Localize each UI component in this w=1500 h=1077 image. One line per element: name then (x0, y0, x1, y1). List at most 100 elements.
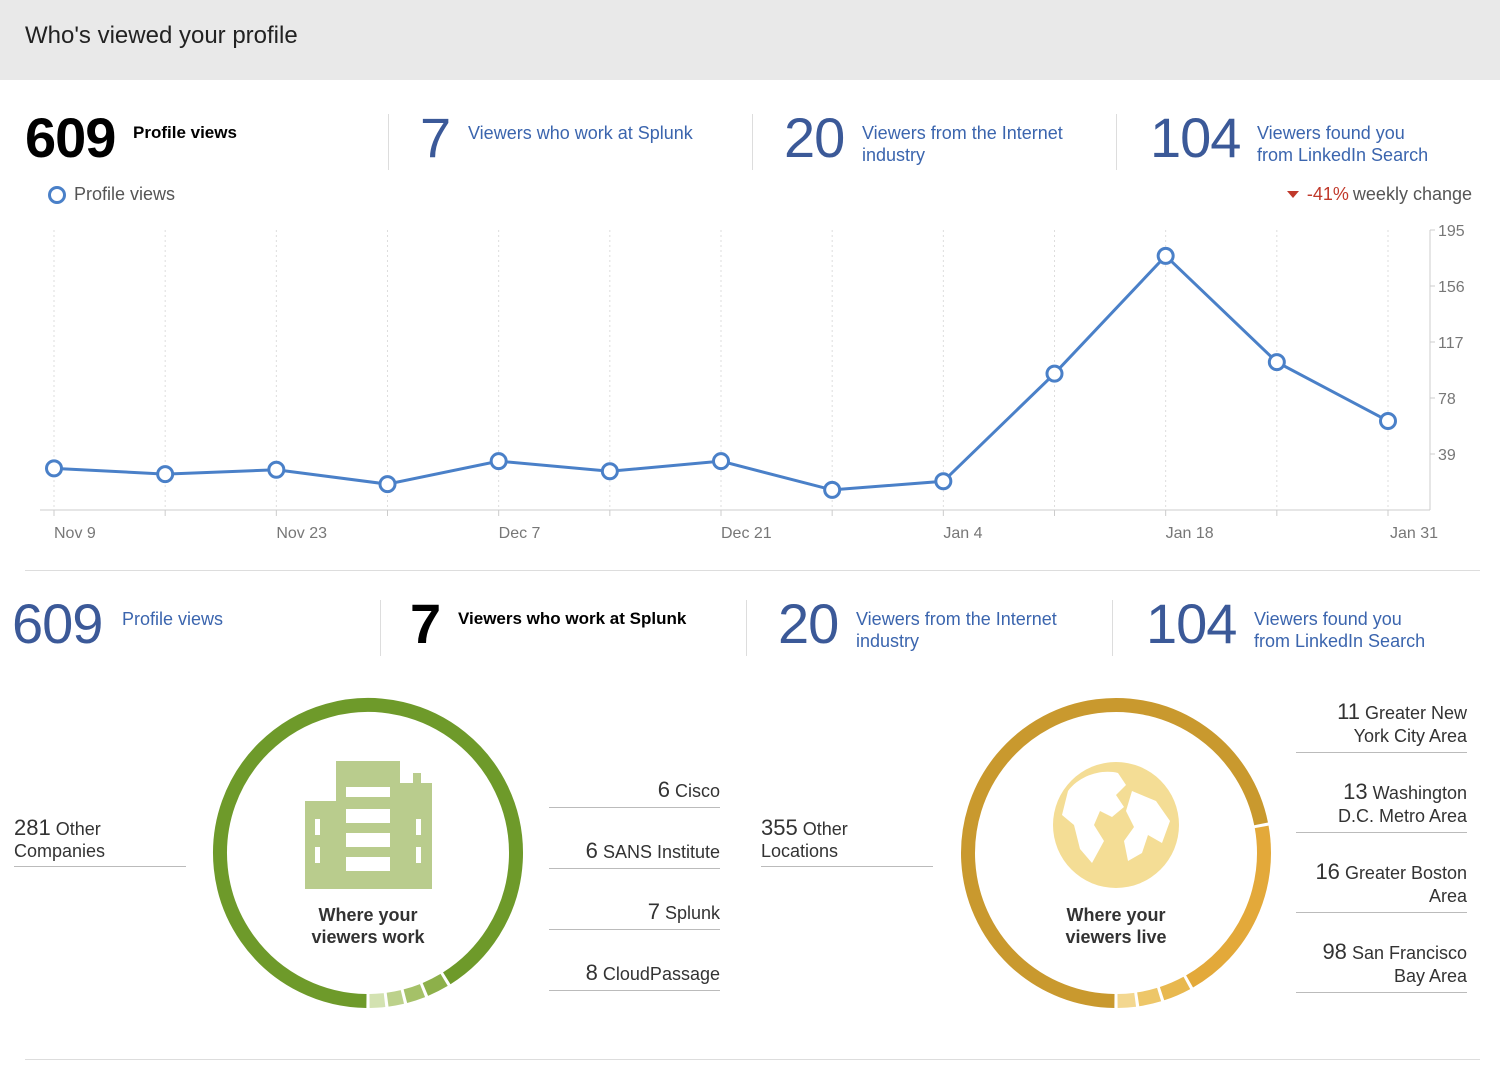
ring-title-line1: Where your (318, 905, 418, 925)
divider (1112, 600, 1113, 656)
work-ring-title: Where your viewers work (268, 904, 468, 948)
live-ring[interactable] (956, 693, 1276, 1013)
profile-views-chart: 39 78 117 156 195 Nov 9 Nov 23 Dec 7 Dec 21 Jan … (40, 223, 1465, 542)
work-ring-segment (422, 973, 448, 996)
underline (14, 866, 186, 867)
item-label-line2: York City Area (1353, 726, 1467, 746)
item-label-line2: Area (1428, 886, 1467, 906)
item-label: Washington (1372, 783, 1467, 803)
live-item-new-york[interactable]: 11 Greater New York City Area (1296, 700, 1467, 753)
work-item-cloudpassage[interactable]: 8 CloudPassage (549, 960, 720, 991)
page-header: Who's viewed your profile (0, 0, 1500, 80)
stat-number: 609 (12, 592, 103, 655)
stat-label-line2: from LinkedIn Search (1257, 145, 1429, 165)
item-label: Cisco (674, 781, 720, 801)
stat-label-line1: Viewers from the Internet (856, 609, 1057, 629)
stat-number: 7 (410, 592, 441, 655)
x-tick-label: Jan 18 (1166, 525, 1214, 542)
work-ring-segment (369, 993, 386, 1008)
item-count: 355 (761, 815, 798, 840)
live-ring-segment (1186, 825, 1271, 988)
item-label-line2: Companies (14, 841, 106, 861)
live-ring-segment (961, 698, 1268, 1008)
stat-number: 7 (420, 106, 451, 169)
divider (1116, 114, 1117, 170)
x-tick-label: Jan 4 (943, 525, 982, 542)
stat-label-line1: Viewers from the Internet (862, 123, 1063, 143)
live-ring-title: Where your viewers live (1016, 904, 1216, 948)
item-label-line2: D.C. Metro Area (1337, 806, 1467, 826)
item-count: 13 (1343, 779, 1368, 804)
live-ring-segment (1117, 992, 1137, 1008)
underline (1296, 912, 1467, 913)
y-tick-label: 78 (1438, 391, 1456, 408)
item-count: 281 (14, 815, 51, 840)
x-tick-label: Nov 9 (54, 525, 96, 542)
stat-label-line1: Viewers found you (1257, 123, 1405, 143)
stat-search-viewers[interactable]: 104 Viewers found you from LinkedIn Sear… (1150, 106, 1480, 174)
work-other-companies[interactable]: 281 Other Companies (14, 815, 186, 867)
stat-label: Profile views (122, 609, 224, 629)
work-ring-segment (403, 984, 426, 1003)
live-item-washington[interactable]: 13 Washington D.C. Metro Area (1296, 779, 1467, 833)
underline (761, 866, 933, 867)
x-tick-label: Dec 21 (721, 525, 772, 542)
y-tick-label: 195 (1438, 223, 1465, 240)
work-item-splunk[interactable]: 7 Splunk (549, 899, 720, 930)
work-item-sans[interactable]: 6 SANS Institute (549, 838, 720, 869)
stat-number: 20 (778, 592, 839, 655)
data-point (1045, 364, 1064, 383)
underline (549, 929, 720, 930)
underline (549, 990, 720, 991)
data-point (378, 475, 397, 494)
stat-number: 609 (25, 106, 116, 169)
stat-search-viewers[interactable]: 104 Viewers found you from LinkedIn Sear… (1146, 592, 1476, 660)
work-ring[interactable] (208, 693, 528, 1013)
stat-label-line2: from LinkedIn Search (1254, 631, 1426, 651)
stat-label: Profile views (133, 123, 237, 142)
x-tick-label: Dec 7 (499, 525, 541, 542)
live-ring-segment (1137, 987, 1162, 1007)
live-other-locations[interactable]: 355 Other Locations (761, 815, 933, 867)
stat-profile-views[interactable]: 609 Profile views (25, 106, 365, 174)
stat-number: 104 (1146, 592, 1237, 655)
down-triangle-icon (1286, 191, 1299, 198)
item-label: San Francisco (1351, 943, 1467, 963)
work-item-cisco[interactable]: 6 Cisco (549, 777, 720, 808)
item-count: 7 (647, 899, 660, 924)
underline (1296, 832, 1467, 833)
ring-title-line2: viewers work (311, 927, 425, 947)
live-item-boston[interactable]: 16 Greater Boston Area (1296, 860, 1467, 913)
data-point (1267, 353, 1286, 372)
item-label: CloudPassage (602, 964, 720, 984)
item-count: 6 (657, 777, 670, 802)
item-count: 6 (585, 838, 598, 863)
section-divider (25, 1059, 1480, 1060)
live-item-san-francisco[interactable]: 98 San Francisco Bay Area (1296, 940, 1467, 993)
weekly-change-value: -41% (1306, 184, 1349, 204)
chart-legend[interactable]: Profile views (48, 184, 175, 205)
stat-splunk-viewers[interactable]: 7 Viewers who work at Splunk (420, 106, 740, 174)
data-point (823, 480, 842, 499)
stat-label-line2: industry (862, 145, 926, 165)
stat-number: 104 (1150, 106, 1241, 169)
divider (380, 600, 381, 656)
stat-profile-views[interactable]: 609 Profile views (12, 592, 352, 660)
divider (752, 114, 753, 170)
x-tick-label: Nov 23 (276, 525, 327, 542)
item-label: SANS Institute (602, 842, 720, 862)
item-label: Other (802, 819, 848, 839)
stat-internet-viewers[interactable]: 20 Viewers from the Internet industry (778, 592, 1098, 660)
page-title: Who's viewed your profile (25, 22, 298, 49)
data-point (156, 465, 175, 484)
stat-internet-viewers[interactable]: 20 Viewers from the Internet industry (784, 106, 1104, 174)
legend-label: Profile views (74, 184, 176, 204)
data-point (600, 462, 619, 481)
work-ring-segment (213, 698, 523, 1008)
underline (1296, 992, 1467, 993)
section-divider (25, 570, 1480, 571)
stat-label-line1: Viewers found you (1254, 609, 1402, 629)
stat-splunk-viewers[interactable]: 7 Viewers who work at Splunk (410, 592, 730, 660)
stats-row-top: 609 Profile views 7 Viewers who work at … (0, 106, 1500, 184)
underline (1296, 752, 1467, 753)
